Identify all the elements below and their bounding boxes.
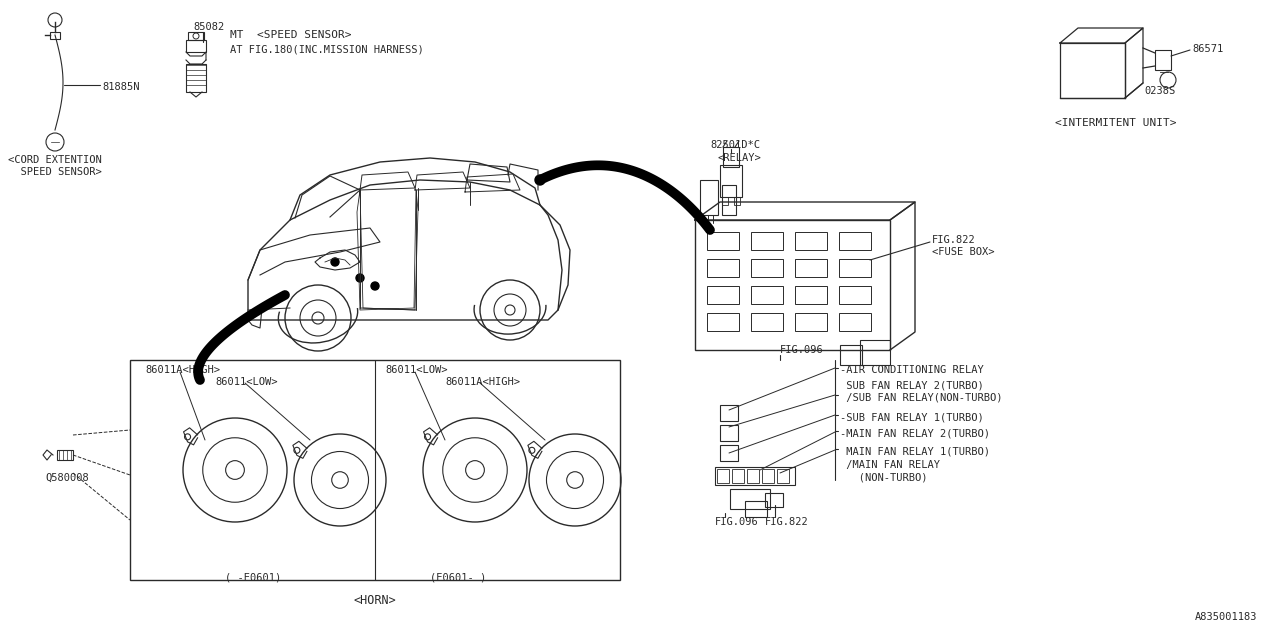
Bar	[188, 32, 204, 40]
Bar	[721, 405, 739, 421]
Bar	[838, 232, 870, 250]
Bar	[751, 313, 783, 331]
Bar	[186, 64, 206, 92]
Bar	[733, 197, 740, 205]
Text: (NON-TURBO): (NON-TURBO)	[840, 472, 928, 482]
Text: -MAIN FAN RELAY 2(TURBO): -MAIN FAN RELAY 2(TURBO)	[840, 428, 989, 438]
Text: /SUB FAN RELAY(NON-TURBO): /SUB FAN RELAY(NON-TURBO)	[840, 392, 1002, 402]
Text: FIG.096: FIG.096	[716, 517, 759, 527]
Circle shape	[535, 175, 545, 185]
Text: AT FIG.180(INC.MISSION HARNESS): AT FIG.180(INC.MISSION HARNESS)	[230, 44, 424, 54]
Bar	[717, 469, 730, 483]
Bar	[721, 445, 739, 461]
Bar	[838, 286, 870, 304]
Bar	[751, 286, 783, 304]
Bar	[748, 469, 759, 483]
Text: 86011A<HIGH>: 86011A<HIGH>	[145, 365, 220, 375]
Bar	[50, 32, 60, 39]
Bar	[765, 493, 783, 507]
Bar	[707, 232, 739, 250]
Text: FIG.822: FIG.822	[765, 517, 809, 527]
Text: <INTERMITENT UNIT>: <INTERMITENT UNIT>	[1055, 118, 1176, 128]
Bar	[695, 220, 890, 350]
Bar	[707, 286, 739, 304]
Text: <HORN>: <HORN>	[353, 594, 397, 607]
Bar	[751, 232, 783, 250]
Bar	[707, 259, 739, 277]
Bar	[722, 185, 736, 215]
Bar	[795, 232, 827, 250]
Text: (E0601- ): (E0601- )	[430, 572, 486, 582]
Bar	[838, 259, 870, 277]
Text: <RELAY>: <RELAY>	[717, 153, 760, 163]
Bar	[840, 345, 861, 365]
Text: SUB FAN RELAY 2(TURBO): SUB FAN RELAY 2(TURBO)	[840, 380, 984, 390]
Bar	[721, 165, 742, 197]
Text: -AIR CONDITIONING RELAY: -AIR CONDITIONING RELAY	[840, 365, 984, 375]
Text: 0238S: 0238S	[1144, 86, 1175, 96]
Text: A835001183: A835001183	[1196, 612, 1257, 622]
Text: 86011<LOW>: 86011<LOW>	[385, 365, 448, 375]
Text: FIG.822: FIG.822	[932, 235, 975, 245]
Bar	[707, 313, 739, 331]
Bar	[721, 425, 739, 441]
Text: <FUSE BOX>: <FUSE BOX>	[932, 247, 995, 257]
Bar	[777, 469, 788, 483]
Text: MAIN FAN RELAY 1(TURBO): MAIN FAN RELAY 1(TURBO)	[840, 446, 989, 456]
Text: Q580008: Q580008	[45, 473, 88, 483]
Text: 81885N: 81885N	[102, 82, 140, 92]
Bar	[860, 340, 890, 365]
Text: 86011A<HIGH>: 86011A<HIGH>	[445, 377, 520, 387]
Text: FIG.096: FIG.096	[780, 345, 824, 355]
Bar	[716, 467, 795, 485]
Bar	[751, 259, 783, 277]
Text: MT  <SPEED SENSOR>: MT <SPEED SENSOR>	[230, 30, 352, 40]
Bar	[795, 259, 827, 277]
Bar	[732, 469, 744, 483]
Bar	[700, 180, 718, 215]
Bar	[1060, 43, 1125, 98]
Bar	[730, 489, 771, 509]
Circle shape	[356, 274, 364, 282]
Circle shape	[332, 258, 339, 266]
Text: ( -E0601): ( -E0601)	[225, 572, 282, 582]
Bar	[186, 40, 206, 52]
Text: /MAIN FAN RELAY: /MAIN FAN RELAY	[840, 460, 940, 470]
Circle shape	[371, 282, 379, 290]
Bar	[762, 469, 774, 483]
Bar	[722, 197, 728, 205]
Text: <CORD EXTENTION
  SPEED SENSOR>: <CORD EXTENTION SPEED SENSOR>	[8, 155, 101, 177]
Text: 82501D*C: 82501D*C	[710, 140, 760, 150]
Bar	[745, 501, 767, 517]
Bar	[795, 286, 827, 304]
Text: 86571: 86571	[1192, 44, 1224, 54]
Text: 86011<LOW>: 86011<LOW>	[215, 377, 278, 387]
Bar	[1155, 50, 1171, 70]
Bar	[723, 147, 739, 167]
Bar	[58, 450, 73, 460]
Bar	[795, 313, 827, 331]
Bar	[131, 360, 620, 580]
Bar	[838, 313, 870, 331]
Text: -SUB FAN RELAY 1(TURBO): -SUB FAN RELAY 1(TURBO)	[840, 412, 984, 422]
Text: 85082: 85082	[193, 22, 224, 32]
